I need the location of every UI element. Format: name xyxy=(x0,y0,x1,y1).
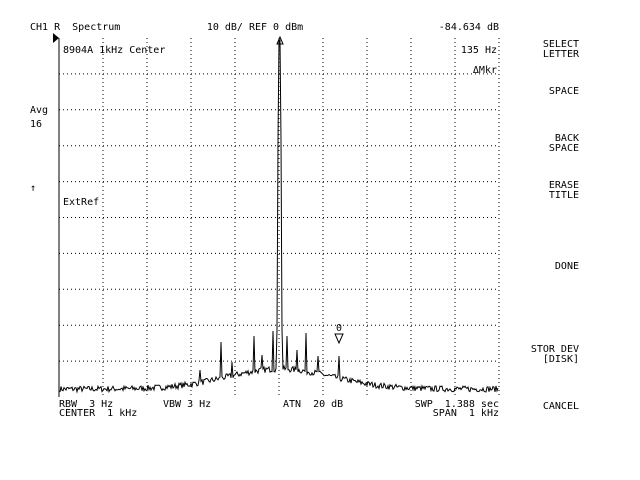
softkey[interactable]: STOR DEV[DISK] xyxy=(531,344,579,365)
softkey-label: LETTER xyxy=(543,49,580,60)
softkey-label: CANCEL xyxy=(543,401,579,412)
marker-mode: ΔMkr xyxy=(473,65,497,76)
softkey-label: SELECT xyxy=(543,39,579,50)
softkey-label: SPACE xyxy=(549,86,579,97)
marker-readout: -84.634 dB xyxy=(439,22,499,33)
vbw: VBW 3 Hz xyxy=(163,399,211,410)
softkey-label: TITLE xyxy=(549,190,579,201)
center: CENTER 1 kHz xyxy=(59,408,137,419)
softkey[interactable]: DONE xyxy=(555,261,579,272)
scale-label: 10 dB/ REF 0 dBm xyxy=(207,22,303,33)
softkey[interactable]: SPACE xyxy=(549,86,579,97)
rbw: RBW 3 Hz xyxy=(59,399,113,410)
screen-title: 8904A 1kHz Center xyxy=(63,45,165,56)
softkey-label: [DISK] xyxy=(543,354,579,365)
softkey[interactable]: CANCEL xyxy=(543,401,579,412)
marker-label: 0 xyxy=(336,323,342,334)
avg-label: Avg xyxy=(30,105,48,116)
softkeys: SELECTLETTERSPACEBACKSPACEERASETITLEDONE… xyxy=(531,39,580,412)
softkey-label: BACK xyxy=(555,133,579,144)
channel-label: CH1 R Spectrum xyxy=(30,22,120,33)
avg-count: 16 xyxy=(30,119,42,130)
marker-symbol xyxy=(334,333,344,345)
softkey-label: DONE xyxy=(555,261,579,272)
span: SPAN 1 kHz xyxy=(433,408,499,419)
ext-ref: ExtRef xyxy=(63,197,99,208)
atn: ATN 20 dB xyxy=(283,399,343,410)
softkey-label: ERASE xyxy=(549,180,579,191)
marker-frequency: 135 Hz xyxy=(461,45,497,56)
peak-marker xyxy=(276,35,284,45)
sweep: SWP 1.388 sec xyxy=(415,399,499,410)
softkey-label: STOR DEV xyxy=(531,344,579,355)
arrow-indicator: ↑ xyxy=(30,183,36,194)
ref-pointer xyxy=(53,33,59,43)
softkey-label: SPACE xyxy=(549,143,579,154)
